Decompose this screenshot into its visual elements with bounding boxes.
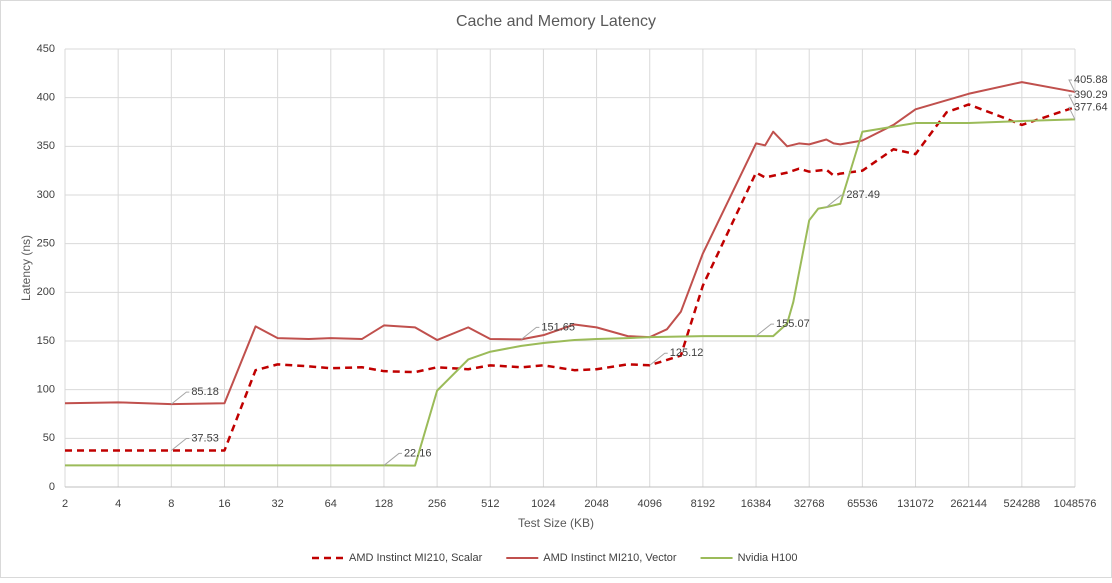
x-tick-label: 16 [218, 498, 230, 510]
series-line [65, 118, 1076, 467]
label-leader [171, 437, 190, 451]
label-leader [383, 452, 402, 466]
x-tick-label: 128 [375, 498, 393, 510]
legend-label: AMD Instinct MI210, Scalar [349, 552, 483, 564]
x-tick-label: 4 [115, 498, 121, 510]
x-tick-label: 2 [62, 498, 68, 510]
data-label: 125.12 [670, 347, 704, 359]
x-tick-label: 1048576 [1054, 498, 1097, 510]
y-tick-label: 200 [37, 286, 55, 298]
x-tick-label: 1024 [531, 498, 555, 510]
label-leader [1068, 94, 1076, 108]
label-leader [1068, 106, 1076, 120]
data-label: 390.29 [1074, 89, 1108, 101]
label-leader [826, 194, 845, 208]
label-leader [1068, 79, 1076, 93]
label-leader [755, 323, 775, 337]
y-tick-label: 50 [43, 432, 55, 444]
x-tick-label: 8 [168, 498, 174, 510]
y-axis-label: Latency (ns) [19, 235, 33, 301]
data-label: 377.64 [1074, 101, 1108, 113]
y-tick-label: 250 [37, 238, 55, 250]
label-leader [649, 352, 668, 366]
x-tick-label: 256 [428, 498, 446, 510]
data-label: 151.65 [541, 321, 575, 333]
label-leader [521, 326, 540, 340]
x-tick-label: 2048 [584, 498, 608, 510]
y-tick-label: 100 [37, 384, 55, 396]
x-tick-label: 512 [481, 498, 499, 510]
x-tick-label: 131072 [897, 498, 934, 510]
x-tick-label: 16384 [741, 498, 772, 510]
legend-label: AMD Instinct MI210, Vector [543, 552, 677, 564]
x-tick-label: 262144 [950, 498, 987, 510]
legend-label: Nvidia H100 [738, 552, 798, 564]
chart-title: Cache and Memory Latency [456, 13, 656, 30]
y-tick-label: 0 [49, 481, 55, 493]
data-label: 405.88 [1074, 74, 1108, 86]
data-label: 37.53 [191, 432, 219, 444]
y-tick-label: 350 [37, 140, 55, 152]
y-tick-label: 450 [37, 43, 55, 55]
x-tick-label: 65536 [847, 498, 878, 510]
y-tick-label: 300 [37, 189, 55, 201]
x-tick-label: 32 [272, 498, 284, 510]
x-tick-label: 4096 [637, 498, 661, 510]
series-line [65, 103, 1076, 452]
label-leader [171, 391, 190, 405]
y-tick-label: 400 [37, 92, 55, 104]
x-tick-label: 524288 [1003, 498, 1040, 510]
x-tick-label: 32768 [794, 498, 825, 510]
x-tick-label: 64 [325, 498, 337, 510]
data-label: 287.49 [846, 189, 880, 201]
y-tick-label: 150 [37, 335, 55, 347]
data-label: 155.07 [776, 318, 810, 330]
data-label: 22.16 [404, 447, 432, 459]
x-axis-label: Test Size (KB) [518, 516, 594, 530]
x-tick-label: 8192 [691, 498, 715, 510]
data-label: 85.18 [191, 386, 219, 398]
